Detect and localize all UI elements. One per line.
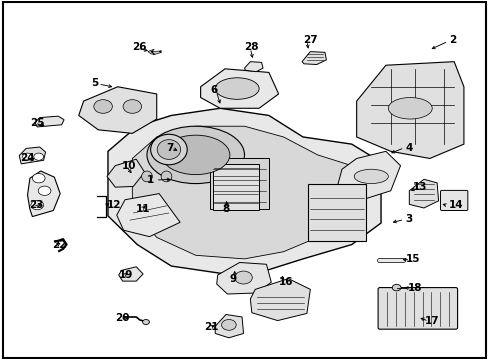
Text: 17: 17 [424,316,439,325]
Text: 12: 12 [107,200,121,210]
Text: 10: 10 [122,161,136,171]
Text: 20: 20 [115,313,129,323]
Polygon shape [119,267,143,281]
Ellipse shape [123,100,142,113]
Polygon shape [27,171,60,217]
Polygon shape [19,147,45,164]
Polygon shape [216,262,271,294]
Ellipse shape [150,134,187,165]
Text: 14: 14 [448,200,463,210]
Polygon shape [132,126,351,259]
FancyBboxPatch shape [440,190,467,211]
Text: 19: 19 [119,270,133,280]
Text: 24: 24 [20,153,35,163]
Circle shape [391,284,400,291]
Polygon shape [212,164,259,211]
Bar [307,184,366,241]
Polygon shape [250,279,310,320]
Text: 15: 15 [405,254,419,264]
Text: 3: 3 [405,215,412,224]
Text: 9: 9 [229,274,237,284]
Text: 11: 11 [136,204,150,214]
Text: 16: 16 [278,277,292,287]
Polygon shape [108,108,380,273]
Text: 13: 13 [412,182,427,192]
Circle shape [234,271,252,284]
Polygon shape [117,194,180,237]
Ellipse shape [387,98,431,119]
Text: 28: 28 [244,42,259,52]
Text: 6: 6 [210,85,217,95]
Polygon shape [336,151,400,202]
Polygon shape [107,159,144,187]
Circle shape [31,201,43,210]
Ellipse shape [94,100,112,113]
Text: 27: 27 [303,35,317,45]
Polygon shape [200,69,278,108]
Polygon shape [148,49,161,54]
Circle shape [22,153,32,160]
FancyBboxPatch shape [377,288,457,329]
Ellipse shape [142,171,152,182]
Polygon shape [302,51,326,64]
Bar [210,158,268,209]
Circle shape [34,153,43,160]
Polygon shape [408,179,438,208]
Circle shape [32,174,45,183]
Text: 25: 25 [30,118,44,128]
Ellipse shape [215,78,259,99]
Polygon shape [356,62,463,158]
Polygon shape [35,116,64,127]
Text: 4: 4 [405,143,412,153]
Text: 18: 18 [407,283,422,293]
Ellipse shape [161,171,171,182]
Text: 23: 23 [29,200,43,210]
Text: 7: 7 [166,143,174,153]
Ellipse shape [147,126,244,184]
Text: 5: 5 [91,78,98,88]
Text: 2: 2 [448,35,456,45]
Ellipse shape [161,135,229,175]
Text: 1: 1 [147,175,154,185]
Ellipse shape [157,140,180,159]
Text: 26: 26 [132,42,146,52]
Text: 22: 22 [52,239,66,249]
Circle shape [221,319,236,330]
Polygon shape [215,315,243,338]
Circle shape [38,186,51,195]
Polygon shape [244,62,263,72]
Ellipse shape [353,169,387,184]
Text: 8: 8 [222,204,229,214]
Circle shape [142,319,149,324]
Text: 21: 21 [204,322,219,332]
Polygon shape [79,87,157,134]
